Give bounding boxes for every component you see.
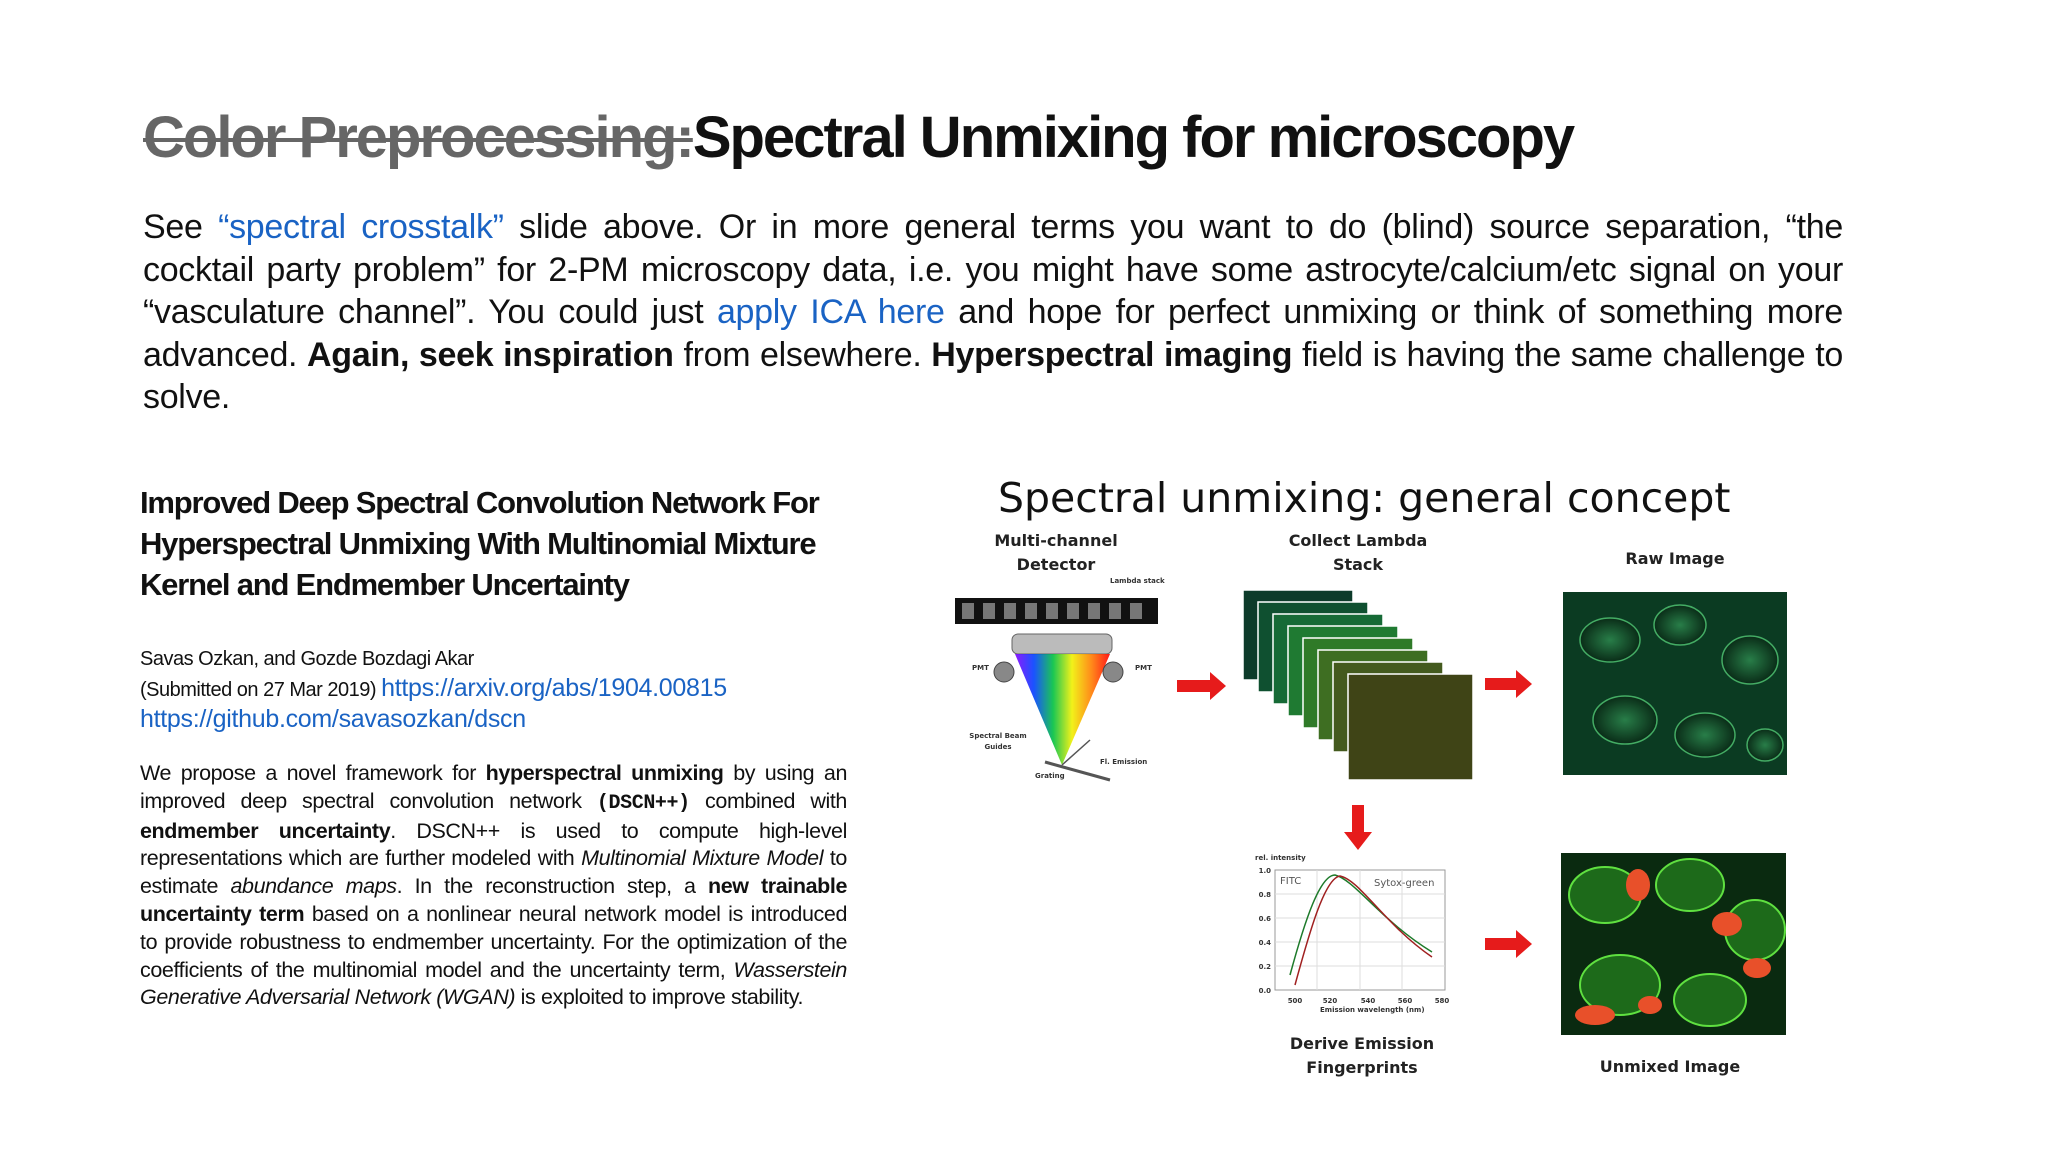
text: by using an improved deep spectral convo…	[140, 761, 848, 813]
tick-label: 580	[1435, 997, 1450, 1005]
github-link[interactable]: https://github.com/savasozkan/dscn	[140, 705, 526, 733]
text: See	[143, 208, 219, 246]
curve-label: Sytox-green	[1374, 878, 1434, 889]
small-label: Fl. Emission	[1100, 758, 1147, 766]
text: from elsewhere.	[673, 335, 932, 374]
label: Stack	[1333, 555, 1383, 574]
pmt	[1102, 661, 1124, 683]
label: Multi-channel	[994, 531, 1117, 550]
tick-label: 0.8	[1259, 891, 1272, 899]
small-label: PMT	[1135, 664, 1152, 672]
bold-text: Hyperspectral imaging	[931, 335, 1293, 374]
lambda-stack-images	[1242, 589, 1474, 781]
label: Unmixed Image	[1600, 1057, 1741, 1076]
struck-title: Color Preprocessing:	[143, 105, 695, 170]
label: Detector	[1017, 555, 1096, 574]
slide-title: Color Preprocessing:Spectral Unmixing fo…	[143, 104, 1575, 171]
bold-text: endmember uncertainty	[140, 818, 391, 843]
small-label: Spectral Beam	[969, 732, 1026, 740]
bold-text: new trainable uncertainty term	[140, 874, 848, 926]
small-label: rel. intensity	[1255, 854, 1306, 862]
main-title: Spectral Unmixing for microscopy	[692, 105, 1575, 170]
bold-text: Again, seek inspiration	[307, 335, 674, 374]
tick-label: 0.6	[1259, 915, 1272, 923]
submitted-line: (Submitted on 27 Mar 2019) https://arxiv…	[140, 674, 727, 705]
raw-cells	[1579, 604, 1784, 762]
text: slide above. Or in more general terms yo…	[143, 208, 1843, 331]
unmixed-cells	[1568, 858, 1786, 1027]
text: combined with	[689, 788, 847, 813]
tick-label: 0.4	[1259, 939, 1272, 947]
italic-text: abundance maps	[230, 874, 397, 899]
tick-label: 500	[1288, 997, 1303, 1005]
arrows	[1177, 670, 1532, 958]
text: . DSCN++ is used to compute high-level r…	[140, 818, 847, 871]
bold-text: hyperspectral unmixing	[485, 761, 724, 785]
link[interactable]: apply ICA here	[716, 293, 945, 331]
unmixed-nuclei	[1575, 869, 1771, 1025]
detector-array	[1011, 633, 1113, 655]
tick-label: 520	[1323, 997, 1338, 1005]
label: Raw Image	[1625, 549, 1724, 568]
italic-text: Wasserstein Generative Adversarial Netwo…	[140, 957, 847, 1010]
small-label: Emission wavelength (nm)	[1320, 1006, 1425, 1014]
text: based on a nonlinear neural network mode…	[140, 901, 848, 982]
tick-label: 560	[1398, 997, 1413, 1005]
spectrum-cone	[1015, 654, 1110, 765]
pmt	[993, 661, 1015, 683]
small-label: Lambda stack	[1110, 577, 1165, 585]
paper-meta: Savas Ozkan, and Gozde Bozdagi Akar (Sub…	[140, 645, 727, 734]
arxiv-link[interactable]: https://arxiv.org/abs/1904.00815	[381, 674, 727, 702]
small-label: Grating	[1035, 772, 1065, 780]
small-label: Guides	[984, 743, 1011, 751]
italic-text: Multinomial Mixture Model	[581, 846, 824, 871]
tick-label: 1.0	[1259, 867, 1272, 875]
link[interactable]: “spectral crosstalk”	[218, 208, 504, 246]
label: Derive Emission	[1290, 1034, 1434, 1053]
code-text: (DSCN++)	[596, 791, 690, 815]
text: We propose a novel framework for	[140, 761, 486, 785]
text: . In the reconstruction step, a	[396, 874, 708, 899]
tick-label: 0.2	[1259, 963, 1272, 971]
text: is exploited to improve stability.	[515, 985, 804, 1010]
submitted: (Submitted on 27 Mar 2019)	[140, 679, 377, 701]
figure-title: Spectral unmixing: general concept	[998, 474, 1730, 522]
spectrum-plot: rel. intensity Emission wavelength (nm) …	[1255, 854, 1449, 1014]
intro-paragraph: See “spectral crosstalk” slide above. Or…	[143, 206, 1843, 419]
text: and hope for perfect unmixing or think o…	[143, 293, 1843, 374]
curve-label: FITC	[1280, 876, 1301, 887]
paper-title: Improved Deep Spectral Convolution Netwo…	[140, 485, 820, 602]
tick-label: 0.0	[1259, 987, 1272, 995]
authors: Savas Ozkan, and Gozde Bozdagi Akar	[140, 648, 474, 670]
label: Collect Lambda	[1289, 531, 1428, 550]
text: to estimate	[140, 846, 847, 899]
label: Fingerprints	[1306, 1058, 1417, 1077]
small-label: PMT	[972, 664, 989, 672]
tick-label: 540	[1361, 997, 1376, 1005]
text: field is having the same challenge to so…	[143, 335, 1843, 417]
abstract: We propose a novel framework for hypersp…	[140, 760, 847, 1012]
strip-frames	[962, 603, 1142, 619]
emission-ray	[1061, 739, 1091, 766]
grating	[1044, 760, 1111, 782]
